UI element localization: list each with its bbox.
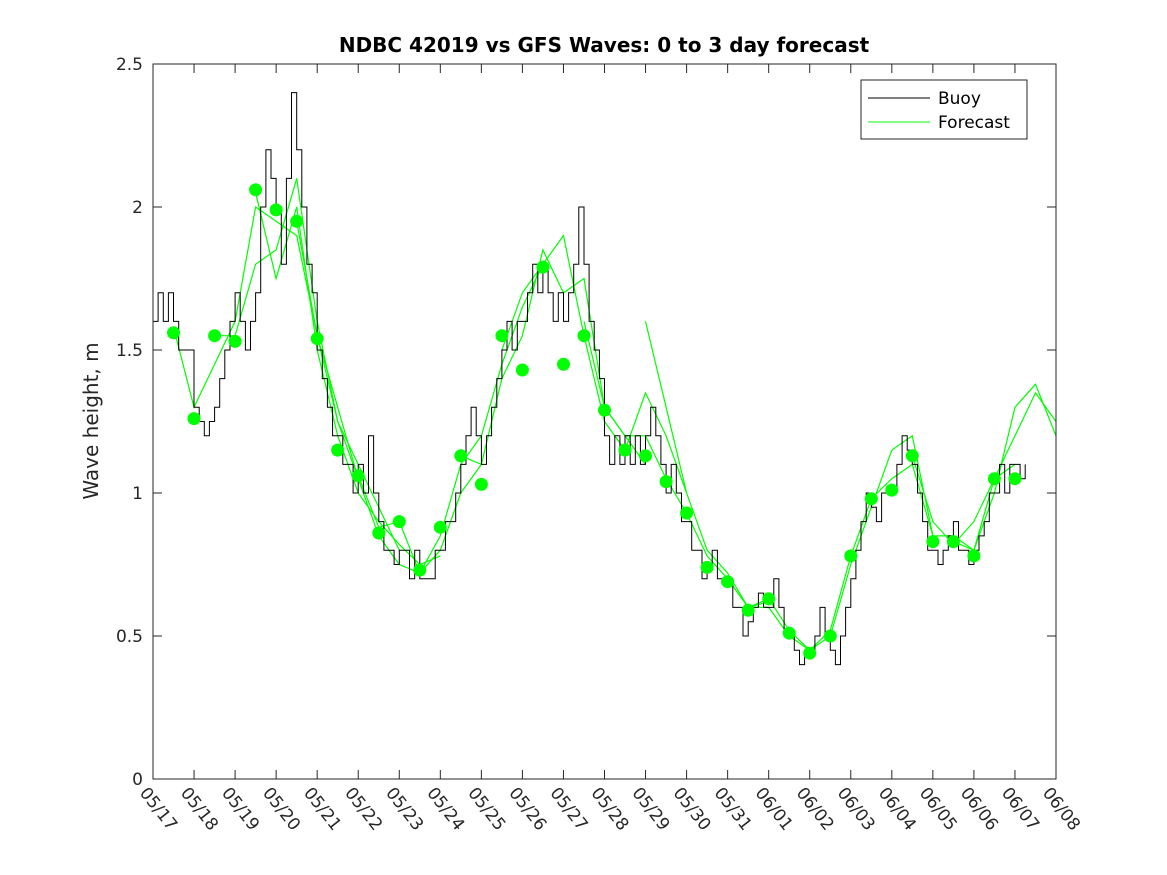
legend-forecast-label: Forecast: [938, 113, 1010, 133]
forecast-run-line: [911, 391, 1057, 546]
forecast-marker: [269, 203, 283, 217]
y-tick-label: 2.5: [116, 55, 143, 75]
forecast-marker: [639, 449, 652, 463]
y-tick-label: 0: [132, 770, 143, 790]
forecast-marker: [598, 403, 611, 417]
legend-buoy-label: Buoy: [938, 89, 981, 109]
forecast-marker: [967, 549, 981, 563]
forecast-marker: [474, 477, 488, 491]
forecast-marker: [557, 357, 570, 371]
forecast-markers: [167, 183, 1022, 660]
forecast-marker: [515, 363, 529, 377]
forecast-marker: [987, 472, 1001, 486]
plot-area: [152, 63, 1057, 780]
forecast-marker: [187, 412, 201, 426]
forecast-marker: [700, 560, 714, 574]
forecast-marker: [290, 214, 304, 228]
y-axis: 0 0.5 1 1.5 2 2.5: [116, 55, 1056, 790]
forecast-marker: [885, 483, 899, 497]
forecast-marker: [249, 183, 263, 197]
forecast-marker: [536, 260, 550, 274]
legend: Buoy Forecast: [860, 79, 1028, 140]
forecast-marker: [844, 549, 858, 563]
forecast-run-line: [583, 321, 769, 609]
forecast-marker: [680, 506, 694, 520]
forecast-marker: [208, 329, 222, 343]
forecast-marker: [454, 449, 468, 463]
forecast-marker: [228, 334, 242, 348]
forecast-run-line: [644, 321, 831, 652]
y-tick-label: 0.5: [116, 627, 143, 647]
forecast-marker: [926, 535, 940, 549]
forecast-marker: [577, 329, 591, 343]
forecast-marker: [167, 326, 180, 340]
forecast-marker: [741, 603, 755, 617]
forecast-marker: [495, 329, 509, 343]
forecast-marker: [823, 629, 837, 643]
forecast-marker: [782, 626, 796, 640]
forecast-marker: [392, 515, 406, 529]
forecast-marker: [946, 535, 960, 549]
y-tick-label: 1.5: [116, 341, 143, 361]
forecast-run-line: [747, 463, 934, 652]
forecast-marker: [618, 443, 632, 457]
forecast-marker: [433, 520, 447, 534]
y-tick-label: 1: [132, 484, 143, 504]
forecast-marker: [864, 492, 878, 506]
forecast-marker: [1008, 472, 1022, 486]
forecast-marker: [803, 646, 817, 660]
chart-title: NDBC 42019 vs GFS Waves: 0 to 3 day fore…: [339, 33, 870, 57]
forecast-marker: [331, 443, 345, 457]
buoy-series: [153, 92, 1026, 666]
forecast-marker: [351, 469, 365, 483]
legend-box: [860, 79, 1028, 140]
y-tick-label: 2: [132, 198, 143, 218]
forecast-marker: [310, 332, 324, 346]
forecast-marker: [659, 475, 673, 489]
forecast-marker: [413, 563, 427, 577]
forecast-marker: [762, 592, 776, 606]
forecast-marker: [721, 575, 735, 589]
y-axis-label: Wave height, m: [79, 342, 103, 499]
forecast-marker: [372, 526, 386, 540]
forecast-run-line: [953, 383, 1057, 551]
forecast-marker: [905, 449, 919, 463]
buoy-line: [153, 92, 1026, 666]
